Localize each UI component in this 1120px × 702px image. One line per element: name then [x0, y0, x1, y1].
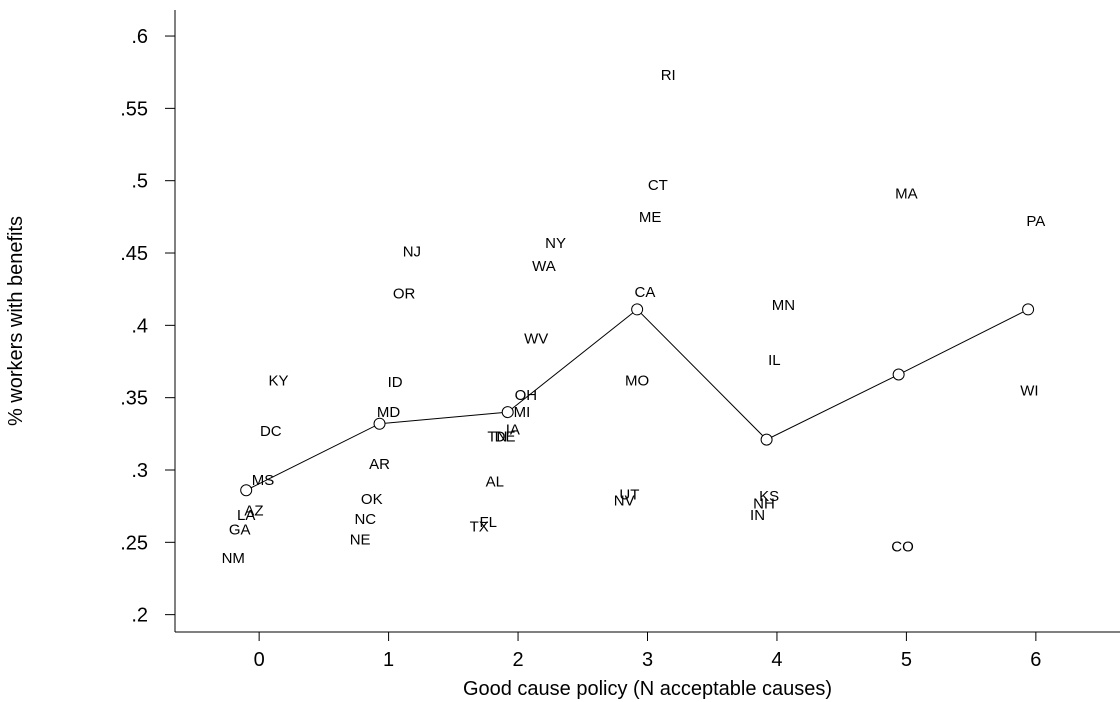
state-label-me: ME [639, 209, 662, 226]
y-tick-label: .25 [120, 532, 148, 554]
state-label-dc: DC [260, 423, 282, 440]
state-label-co: CO [891, 539, 914, 556]
x-axis: 0 1 2 3 4 5 6 [175, 631, 1120, 671]
state-label-ky: KY [269, 372, 289, 389]
x-tick-label: 3 [642, 649, 653, 671]
state-label-wi: WI [1020, 382, 1038, 399]
state-label-nh: NH [753, 495, 775, 512]
x-tick-label: 5 [901, 649, 912, 671]
state-label-ut: UT [619, 487, 639, 504]
state-label-mi: MI [514, 404, 531, 421]
state-label-ks: KS [759, 488, 779, 505]
state-label-md: MD [377, 404, 400, 421]
x-tick-label: 1 [383, 649, 394, 671]
state-label-nc: NC [354, 511, 376, 528]
state-label-ma: MA [895, 186, 918, 203]
state-label-id: ID [388, 374, 403, 391]
state-label-il: IL [768, 352, 781, 369]
state-label-ri: RI [661, 67, 676, 84]
x-axis-title: Good cause policy (N acceptable causes) [463, 678, 832, 700]
state-label-de: DE [495, 429, 516, 446]
mean-marker [240, 484, 253, 497]
x-tick-label: 6 [1030, 649, 1041, 671]
y-tick-label: .5 [131, 171, 148, 193]
state-label-mn: MN [772, 297, 795, 314]
state-label-pa: PA [1026, 213, 1045, 230]
mean-marker [760, 433, 773, 446]
y-tick-label: .6 [131, 26, 148, 48]
mean-marker [631, 303, 644, 316]
x-tick-label: 4 [771, 649, 782, 671]
x-tick-label: 0 [254, 649, 265, 671]
mean-line-path [245, 308, 1029, 491]
x-tick-label: 2 [512, 649, 523, 671]
state-label-ga: GA [229, 521, 251, 538]
state-label-ok: OK [361, 491, 383, 508]
state-label-in: IN [750, 507, 765, 524]
state-label-ne: NE [350, 531, 371, 548]
mean-marker [1022, 303, 1035, 316]
state-label-ia: IA [506, 421, 520, 438]
state-label-ms: MS [252, 472, 275, 489]
state-label-ca: CA [634, 284, 655, 301]
y-tick-label: .35 [120, 388, 148, 410]
y-tick-label: .3 [131, 460, 148, 482]
y-tick-label: .4 [131, 315, 148, 337]
y-tick-label: .55 [120, 98, 148, 120]
mean-line [240, 303, 1035, 497]
state-label-nm: NM [222, 550, 245, 567]
y-tick-label: .45 [120, 243, 148, 265]
y-tick-label: .2 [131, 605, 148, 627]
state-label-wv: WV [524, 330, 548, 347]
state-label-tn: TN [487, 429, 507, 446]
state-label-ar: AR [369, 456, 390, 473]
state-label-nv: NV [614, 492, 635, 509]
y-axis-title: % workers with benefits [5, 216, 27, 426]
state-label-wa: WA [532, 258, 556, 275]
state-label-fl: FL [480, 514, 498, 531]
state-label-mo: MO [625, 372, 649, 389]
state-label-oh: OH [515, 387, 538, 404]
state-label-nj: NJ [403, 244, 421, 261]
y-axis: .2 .25 .3 .35 .4 .45 .5 .55 .6 [120, 10, 176, 632]
state-label-ny: NY [545, 235, 566, 252]
state-label-ct: CT [648, 177, 668, 194]
mean-marker [501, 406, 514, 419]
state-label-al: AL [486, 474, 504, 491]
state-label-tx: TX [470, 518, 489, 535]
mean-marker [373, 417, 386, 430]
mean-marker [892, 368, 905, 381]
state-label-or: OR [393, 286, 416, 303]
state-label-az: AZ [244, 502, 263, 519]
state-label-la: LA [237, 507, 255, 524]
